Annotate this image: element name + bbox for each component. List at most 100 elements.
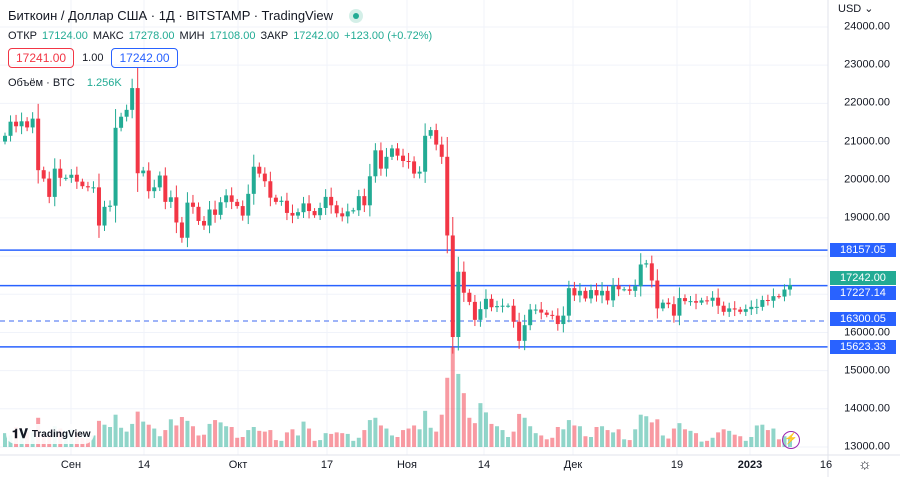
candle-body <box>483 298 488 310</box>
candle-body <box>108 205 113 207</box>
open-label: ОТКР <box>8 30 38 42</box>
tv-logo-icon: 𝟏𝐕 <box>12 426 28 441</box>
candle-body <box>235 201 240 207</box>
volume-label[interactable]: Объём · BTC <box>8 77 75 89</box>
time-tick: 14 <box>477 459 491 471</box>
horizontal-lines <box>0 249 828 348</box>
candle-body <box>190 202 195 207</box>
time-tick: 2023 <box>737 459 763 471</box>
volume-bar <box>279 440 284 447</box>
volume-bar <box>688 430 693 447</box>
lightning-icon[interactable]: ⚡ <box>782 431 800 449</box>
candle-body <box>472 301 477 320</box>
time-tick: Дек <box>563 459 583 471</box>
time-tick: Ноя <box>396 459 418 471</box>
candle-body <box>224 195 229 203</box>
candle-body <box>417 171 422 174</box>
time-tick: Сен <box>60 459 82 471</box>
candle-body <box>52 168 57 197</box>
candle-body <box>69 174 74 178</box>
volume-bar <box>655 419 660 447</box>
volume-bar <box>356 437 361 447</box>
candle-body <box>528 309 533 326</box>
candle-body <box>14 121 19 127</box>
candle-body <box>605 290 610 301</box>
price-tick: 16000.00 <box>844 326 890 339</box>
market-status-icon[interactable] <box>349 8 363 23</box>
volume-bar <box>301 421 306 447</box>
price-tick: 15000.00 <box>844 364 890 377</box>
volume-bar <box>771 428 776 447</box>
candle-body <box>152 187 157 192</box>
candle-body <box>102 206 107 226</box>
candle-body <box>511 305 516 322</box>
currency-dropdown[interactable]: USD ⌄ <box>838 3 874 16</box>
open-value: 17124.00 <box>42 30 88 42</box>
volume-bar <box>467 417 472 447</box>
volume-bar <box>312 440 317 447</box>
volume-bar <box>434 431 439 447</box>
volume-bar <box>561 429 566 447</box>
volume-bar <box>666 438 671 447</box>
price-tick: 24000.00 <box>844 20 890 33</box>
volume-bar <box>583 436 588 447</box>
volume-bar <box>146 424 151 447</box>
candle-body <box>445 156 450 236</box>
candle-body <box>130 88 135 110</box>
candle-body <box>649 263 654 281</box>
candle-body <box>566 288 571 316</box>
candle-body <box>517 321 522 341</box>
volume-bar <box>417 429 422 447</box>
candle-body <box>694 301 699 303</box>
volume-bar <box>732 434 737 447</box>
candle-body <box>434 130 439 145</box>
candle-body <box>699 300 704 303</box>
volume-bar <box>157 436 162 447</box>
candle-body <box>666 302 671 305</box>
candle-body <box>395 148 400 156</box>
candle-body <box>627 289 632 291</box>
candle-body <box>323 196 328 208</box>
candle-body <box>295 212 300 216</box>
volume-bar <box>577 426 582 447</box>
candle-body <box>373 150 378 177</box>
low-value: 17108.00 <box>209 30 256 42</box>
candle-body <box>638 264 643 287</box>
candle-body <box>91 187 96 189</box>
volume-bar <box>246 430 251 447</box>
volume-bar <box>384 428 389 447</box>
price-tick: 19000.00 <box>844 211 890 224</box>
candle-body <box>279 200 284 202</box>
volume-bar <box>262 431 267 447</box>
tradingview-logo[interactable]: 𝟏𝐕 TradingView <box>6 424 94 444</box>
time-tick: 17 <box>320 459 334 471</box>
high-value: 17278.00 <box>128 30 175 42</box>
settings-gear-icon[interactable]: ☼ <box>858 456 872 473</box>
buy-button[interactable]: 17242.00 <box>111 48 178 68</box>
volume-bar <box>119 427 124 447</box>
sell-button[interactable]: 17241.00 <box>8 48 75 68</box>
candle-body <box>600 290 605 296</box>
candle-body <box>456 271 461 338</box>
candle-body <box>351 210 356 212</box>
logo-text: TradingView <box>31 428 91 440</box>
volume-bar <box>113 414 118 447</box>
candle-body <box>19 121 24 127</box>
volume-bar <box>91 435 96 447</box>
candle-body <box>633 286 638 291</box>
candle-body <box>58 168 63 178</box>
candle-body <box>312 211 317 216</box>
candle-body <box>401 155 406 162</box>
candle-body <box>362 196 367 206</box>
volume-bar <box>461 393 466 447</box>
candle-body <box>85 186 90 188</box>
candle-body <box>461 271 466 293</box>
price-tick: 21000.00 <box>844 135 890 148</box>
candle-body <box>489 298 494 308</box>
symbol-title[interactable]: Биткоин / Доллар США · 1Д · BITSTAMP · T… <box>8 8 333 23</box>
candle-body <box>771 296 776 301</box>
volume-bar <box>295 435 300 447</box>
volume-bar <box>240 437 245 447</box>
volume-bar <box>544 439 549 447</box>
